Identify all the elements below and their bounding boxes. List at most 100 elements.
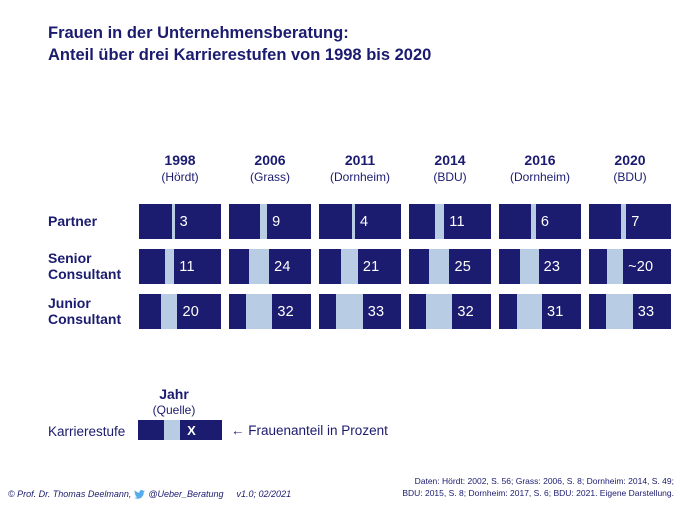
version-label: v1.0; 02/2021 [236,489,292,499]
page-title: Frauen in der Unternehmensberatung: Ante… [48,22,431,67]
column-header-2011: 2011 (Dornheim) [315,152,405,185]
legend-annotation: ← Frauenanteil in Prozent [231,423,388,438]
year-label: 2020 [614,152,646,168]
bar-share-band [530,204,536,239]
legend-karrierestufe-label: Karrierestufe [48,424,126,439]
bar-value-label: 3 [174,204,221,239]
bar-dark-segment [409,249,429,284]
bar-value-label: 32 [452,294,492,329]
year-label: 1998 [164,152,196,168]
bar-junior-2016: 31 [499,294,581,329]
bar-dark-segment [589,294,606,329]
source-label: (Dornheim) [509,169,570,184]
bar-share-band [340,249,358,284]
legend-quelle-label: (Quelle) [152,402,196,417]
row-label-partner: Partner [48,212,98,229]
bar-junior-2006: 32 [229,294,312,329]
twitter-icon [134,489,146,499]
bar-value-label: 20 [177,294,222,329]
row-label-senior-consultant: Senior Consultant [48,249,122,282]
bar-senior-2006: 24 [229,249,312,284]
bar-junior-2014: 32 [409,294,492,329]
column-header-2016: 2016 (Dornheim) [495,152,585,185]
bar-value-label: 7 [626,204,671,239]
row-label-junior-consultant: Junior Consultant [48,294,122,327]
year-label: 2014 [434,152,466,168]
bar-dark-segment [229,204,260,239]
bar-partner-2020: 7 [589,204,671,239]
bar-share-band [335,294,363,329]
bar-share-band [435,204,445,239]
source-label: (Hördt) [161,169,199,184]
bar-value-label: ~20 [623,249,671,284]
column-header-2014: 2014 (BDU) [405,152,495,185]
bar-share-band [259,204,268,239]
source-line-1: Daten: Hördt: 2002, S. 56; Grass: 2006, … [414,476,674,486]
bar-dark-segment [589,249,607,284]
bar-share-band [246,294,273,329]
source-label: (Dornheim) [329,169,390,184]
bar-value-label: 25 [449,249,491,284]
source-line-2: BDU: 2015, S. 8; Dornheim: 2017, S. 6; B… [402,488,674,499]
year-label: 2016 [524,152,556,168]
bar-share-band [516,294,542,329]
bar-value-label: 33 [632,294,672,329]
bar-dark-segment [319,249,341,284]
source-label: (Grass) [250,169,290,184]
twitter-handle[interactable]: @Ueber_Beratung [148,489,224,499]
bar-value-label: 33 [362,294,402,329]
bar-dark-segment [139,204,173,239]
year-label: 2006 [254,152,286,168]
bar-senior-1998: 11 [139,249,221,284]
column-header-2006: 2006 (Grass) [225,152,315,185]
bar-dark-segment [319,204,352,239]
bar-share-band [161,294,178,329]
bar-value-label: 23 [538,249,582,284]
bar-share-band [428,249,450,284]
bar-share-band [620,204,627,239]
footer-credit: © Prof. Dr. Thomas Deelmann, @Ueber_Bera… [8,489,291,499]
bar-value-label: 11 [444,204,491,239]
bar-share-band [605,294,633,329]
title-line-1: Frauen in der Unternehmensberatung: [48,24,349,42]
legend-jahr-label: Jahr [159,386,189,402]
bar-dark-segment [409,204,436,239]
bar-value-label: 32 [272,294,312,329]
bar-partner-2006: 9 [229,204,312,239]
bar-dark-segment [229,294,247,329]
bar-dark-segment [499,249,520,284]
bar-junior-2011: 33 [319,294,402,329]
bar-dark-segment [409,294,427,329]
bar-share-band [165,249,175,284]
bar-junior-2020: 33 [589,294,672,329]
column-header-1998: 1998 (Hördt) [135,152,225,185]
bar-partner-1998: 3 [139,204,221,239]
bar-dark-segment [139,249,166,284]
title-line-2: Anteil über drei Karrierestufen von 1998… [48,46,432,65]
copyright-text: © Prof. Dr. Thomas Deelmann, [8,489,132,499]
bar-dark-segment [319,294,336,329]
bar-dark-segment [139,294,162,329]
bar-senior-2011: 21 [319,249,401,284]
bar-share-band [606,249,624,284]
source-label: (BDU) [613,169,647,184]
bar-partner-2011: 4 [319,204,401,239]
bar-dark-segment [499,294,517,329]
legend-column-header: Jahr (Quelle) [134,386,214,417]
legend-sample-bar: X [138,420,222,440]
source-label: (BDU) [433,169,467,184]
bar-share-band [426,294,453,329]
bar-share-band [519,249,539,284]
legend-sample-value: X [180,420,222,440]
bar-value-label: 4 [355,204,401,239]
bar-dark-segment [589,204,621,239]
bar-value-label: 21 [357,249,401,284]
bar-share-band [249,249,270,284]
bar-value-label: 11 [174,249,221,284]
bar-value-label: 6 [535,204,582,239]
year-label: 2011 [344,152,376,168]
bar-share-band [164,420,181,440]
bar-dark-segment [229,249,250,284]
data-sources: Daten: Hördt: 2002, S. 56; Grass: 2006, … [402,475,674,500]
